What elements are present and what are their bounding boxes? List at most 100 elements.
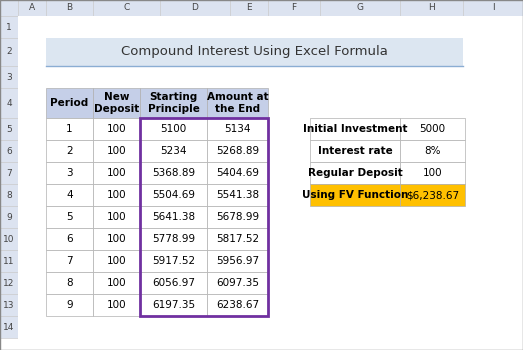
Text: Initial Investment: Initial Investment <box>303 124 407 134</box>
Text: 6: 6 <box>6 147 12 155</box>
Bar <box>93 88 140 118</box>
Bar <box>0 294 18 316</box>
Text: 2: 2 <box>6 48 12 56</box>
Bar <box>268 0 320 16</box>
Text: 100: 100 <box>107 124 127 134</box>
Bar <box>93 294 140 316</box>
Bar <box>207 250 268 272</box>
Bar <box>46 118 93 140</box>
Text: Regular Deposit: Regular Deposit <box>308 168 402 178</box>
Bar <box>18 0 46 16</box>
Text: 5234: 5234 <box>160 146 187 156</box>
Bar <box>320 0 400 16</box>
Bar <box>140 140 207 162</box>
Bar <box>0 16 18 38</box>
Bar <box>207 162 268 184</box>
Bar <box>46 162 93 184</box>
Bar <box>0 250 18 272</box>
Bar <box>0 38 18 66</box>
Bar <box>46 272 93 294</box>
Bar <box>400 162 465 184</box>
Text: I: I <box>492 4 494 13</box>
Text: 4: 4 <box>66 190 73 200</box>
Bar <box>0 162 18 184</box>
Text: Compound Interest Using Excel Formula: Compound Interest Using Excel Formula <box>121 46 388 58</box>
Bar <box>400 118 465 140</box>
Bar <box>207 184 268 206</box>
Text: 6238.67: 6238.67 <box>216 300 259 310</box>
Bar <box>0 228 18 250</box>
Text: 7: 7 <box>66 256 73 266</box>
Bar <box>140 88 207 118</box>
Bar <box>310 162 400 184</box>
Text: 5641.38: 5641.38 <box>152 212 195 222</box>
Text: 7: 7 <box>6 168 12 177</box>
Bar <box>93 206 140 228</box>
Text: 5778.99: 5778.99 <box>152 234 195 244</box>
Bar <box>0 0 18 16</box>
Bar <box>140 184 207 206</box>
Bar <box>207 294 268 316</box>
Text: 5000: 5000 <box>419 124 446 134</box>
Bar <box>207 88 268 118</box>
Bar <box>230 0 268 16</box>
Text: 100: 100 <box>423 168 442 178</box>
Text: D: D <box>191 4 198 13</box>
Bar <box>207 118 268 140</box>
Bar <box>140 228 207 250</box>
Bar <box>93 118 140 140</box>
Bar <box>0 118 18 140</box>
Text: Using FV Function: Using FV Function <box>302 190 408 200</box>
Text: 5541.38: 5541.38 <box>216 190 259 200</box>
Text: 8: 8 <box>6 190 12 199</box>
Bar <box>207 272 268 294</box>
Text: E: E <box>246 4 252 13</box>
Bar <box>160 0 230 16</box>
Bar <box>207 228 268 250</box>
Text: 5268.89: 5268.89 <box>216 146 259 156</box>
Bar <box>93 0 160 16</box>
Bar <box>93 140 140 162</box>
Text: 5504.69: 5504.69 <box>152 190 195 200</box>
Bar <box>0 272 18 294</box>
Text: 100: 100 <box>107 212 127 222</box>
Text: H: H <box>428 4 435 13</box>
Bar <box>46 88 93 118</box>
Text: C: C <box>123 4 130 13</box>
Bar <box>310 118 400 140</box>
Bar <box>46 294 93 316</box>
Text: 6097.35: 6097.35 <box>216 278 259 288</box>
Text: 3: 3 <box>6 72 12 82</box>
Bar <box>93 272 140 294</box>
Bar <box>310 140 400 162</box>
Bar <box>93 184 140 206</box>
Text: 5404.69: 5404.69 <box>216 168 259 178</box>
Text: 8: 8 <box>66 278 73 288</box>
Text: 10: 10 <box>3 234 15 244</box>
Text: 1: 1 <box>6 22 12 32</box>
Bar <box>0 184 18 206</box>
Text: 12: 12 <box>3 279 15 287</box>
Bar <box>463 0 523 16</box>
Bar <box>207 140 268 162</box>
Text: 100: 100 <box>107 190 127 200</box>
Bar <box>46 184 93 206</box>
Bar <box>140 162 207 184</box>
Bar <box>93 228 140 250</box>
Text: 8%: 8% <box>424 146 441 156</box>
Text: 5678.99: 5678.99 <box>216 212 259 222</box>
Bar <box>46 206 93 228</box>
Text: B: B <box>66 4 73 13</box>
Bar <box>46 0 93 16</box>
Text: $6,238.67: $6,238.67 <box>406 190 459 200</box>
Bar <box>310 184 400 206</box>
Bar <box>93 250 140 272</box>
Text: 100: 100 <box>107 278 127 288</box>
Bar <box>207 206 268 228</box>
Text: 5956.97: 5956.97 <box>216 256 259 266</box>
Bar <box>140 294 207 316</box>
Text: 11: 11 <box>3 257 15 266</box>
Text: 5: 5 <box>6 125 12 133</box>
Text: 100: 100 <box>107 300 127 310</box>
Text: 6056.97: 6056.97 <box>152 278 195 288</box>
